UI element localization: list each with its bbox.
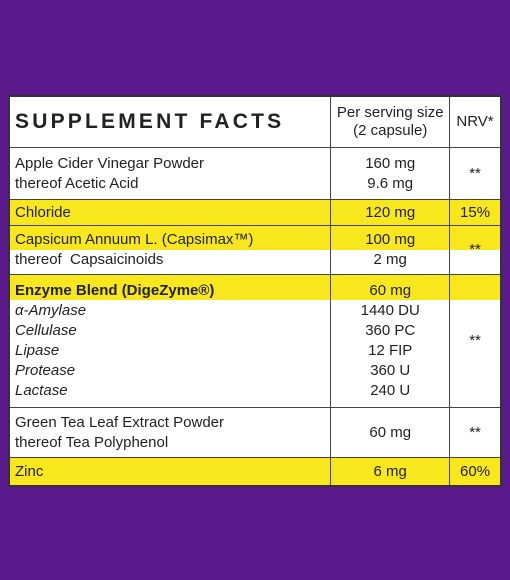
- name-cell: Green Tea Leaf Extract Powder thereof Tea…: [10, 408, 332, 457]
- highlight: [10, 274, 500, 300]
- amount-cell: 60 mg: [331, 408, 451, 457]
- ingredient-name: Chloride: [15, 203, 71, 221]
- name-cell: Capsicum Annuum L. (Capsimax™) thereof Ca…: [10, 226, 332, 274]
- highlight: [10, 457, 500, 485]
- amount-cell: 120 mg: [331, 200, 451, 225]
- ingredient-name: Zinc: [15, 462, 44, 480]
- amount: 240 U: [370, 382, 411, 399]
- amount-cell: 60 mg 1440 DU 360 PC 12 FIP 360 U 240 U: [331, 275, 451, 407]
- title: SUPPLEMENT FACTS: [15, 110, 285, 133]
- amount: 160 mg: [365, 154, 416, 172]
- nrv-value: **: [469, 332, 481, 349]
- nrv-value: **: [469, 164, 481, 182]
- amount: 60 mg: [369, 423, 412, 441]
- table-row: Chloride 120 mg 15%: [10, 199, 500, 225]
- nrv-cell: **: [450, 226, 500, 274]
- ingredient-name: thereof Acetic Acid: [15, 174, 139, 192]
- table-row: Apple Cider Vinegar Powder thereof Acetic…: [10, 147, 500, 199]
- amount-cell: 6 mg: [331, 458, 451, 485]
- nrv-cell: **: [450, 275, 500, 407]
- amount: 12 FIP: [368, 342, 413, 359]
- nrv-value: **: [469, 241, 481, 258]
- ingredient-name: Enzyme Blend (DigeZyme®): [15, 282, 215, 299]
- highlight: [10, 225, 500, 250]
- serving-label: (2 capsule): [353, 122, 428, 139]
- amount: 360 U: [370, 362, 411, 379]
- name-cell: Enzyme Blend (DigeZyme®) α-Amylase Cellula…: [10, 275, 332, 407]
- amount: 360 PC: [365, 322, 416, 339]
- table-row: Green Tea Leaf Extract Powder thereof Tea…: [10, 407, 500, 457]
- amount-cell: 160 mg 9.6 mg: [331, 148, 451, 199]
- nrv-cell: **: [450, 408, 500, 457]
- table-row: Zinc 6 mg 60%: [10, 457, 500, 485]
- nrv-header: NRV*: [456, 113, 494, 130]
- nrv-cell: NRV*: [450, 97, 500, 147]
- nrv-cell: 15%: [450, 200, 500, 225]
- name-cell: Apple Cider Vinegar Powder thereof Acetic…: [10, 148, 332, 199]
- serving-label: Per serving size: [336, 104, 444, 121]
- highlight: [10, 199, 500, 225]
- ingredient-name: thereof Tea Polyphenol: [15, 433, 169, 451]
- amount: 1440 DU: [360, 302, 420, 319]
- name-cell: Chloride: [10, 200, 332, 225]
- ingredient-name: Cellulase: [15, 322, 77, 339]
- ingredient-name: Lactase: [15, 382, 68, 399]
- ingredient-name: Capsicum Annuum L. (Capsimax™): [15, 231, 254, 248]
- amount: 120 mg: [365, 203, 416, 221]
- table-row: Enzyme Blend (DigeZyme®) α-Amylase Cellula…: [10, 274, 500, 407]
- amount-cell: 100 mg 2 mg: [331, 226, 451, 274]
- ingredient-name: Lipase: [15, 342, 60, 359]
- nrv-value: **: [469, 423, 481, 441]
- ingredient-name: thereof Capsaicinoids: [15, 251, 164, 268]
- ingredient-name: Protease: [15, 362, 76, 379]
- amount: 6 mg: [373, 462, 407, 480]
- name-cell: Zinc: [10, 458, 332, 485]
- amount: 60 mg: [369, 282, 412, 299]
- ingredient-name: Green Tea Leaf Extract Powder: [15, 413, 225, 431]
- title-cell: SUPPLEMENT FACTS: [10, 97, 332, 147]
- amount: 9.6 mg: [367, 174, 414, 192]
- serving-cell: Per serving size (2 capsule): [331, 97, 451, 147]
- header-row: SUPPLEMENT FACTS Per serving size (2 cap…: [10, 97, 500, 147]
- nrv-cell: **: [450, 148, 500, 199]
- ingredient-name: Apple Cider Vinegar Powder: [15, 154, 205, 172]
- nrv-value: 60%: [460, 462, 491, 480]
- nrv-cell: 60%: [450, 458, 500, 485]
- supplement-table: SUPPLEMENT FACTS Per serving size (2 cap…: [8, 95, 502, 487]
- amount: 100 mg: [365, 231, 416, 248]
- ingredient-name: α-Amylase: [15, 302, 87, 319]
- table-row: Capsicum Annuum L. (Capsimax™) thereof Ca…: [10, 225, 500, 274]
- nrv-value: 15%: [460, 203, 491, 221]
- amount: 2 mg: [373, 251, 407, 268]
